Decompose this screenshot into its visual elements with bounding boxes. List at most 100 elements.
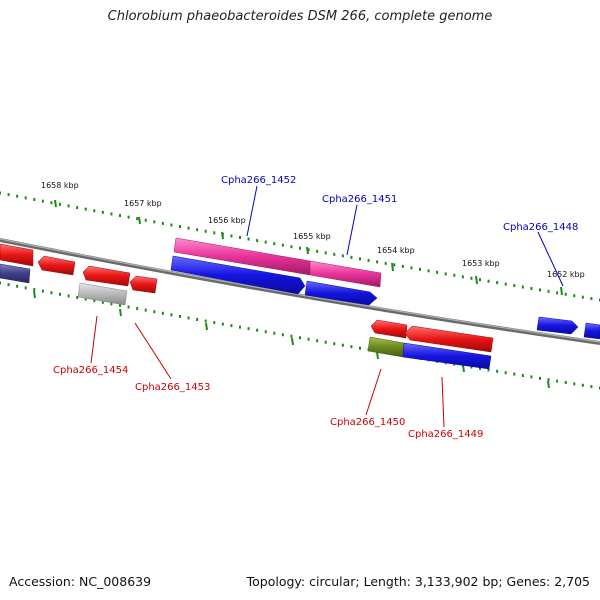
minor-tick: [547, 289, 550, 293]
minor-tick: [101, 210, 104, 214]
minor-tick: [187, 316, 190, 320]
minor-tick: [24, 286, 27, 290]
minor-tick: [127, 215, 130, 219]
tick-label: 1658 kbp: [41, 181, 79, 190]
minor-tick: [350, 345, 353, 349]
gene-blue-arrow[interactable]: [170, 255, 306, 295]
genome-backbone-highlight: [0, 238, 600, 343]
minor-tick: [76, 206, 79, 210]
minor-tick: [341, 254, 344, 258]
minor-tick: [196, 317, 199, 321]
gene-label-cpha266-1453[interactable]: Cpha266_1453: [135, 382, 210, 393]
minor-tick: [230, 324, 233, 328]
minor-tick: [573, 382, 576, 386]
minor-tick: [213, 321, 216, 325]
minor-tick: [110, 212, 113, 216]
minor-tick: [119, 214, 121, 218]
gene-cpha266-1448-arrow[interactable]: [536, 316, 579, 335]
gene-red-arrow[interactable]: [82, 265, 131, 287]
gene-cpha266-1451-bar[interactable]: [309, 260, 382, 288]
tick-label: 1652 kbp: [547, 270, 585, 279]
outer-tick-ring: [0, 191, 600, 302]
minor-tick: [33, 197, 36, 201]
minor-tick: [136, 307, 139, 311]
minor-tick: [281, 333, 284, 337]
map-title: Chlorobium phaeobacteroides DSM 266, com…: [107, 9, 493, 24]
minor-tick: [161, 221, 164, 225]
minor-tick: [153, 310, 156, 314]
tick-label: 1656 kbp: [208, 216, 246, 225]
minor-tick: [273, 242, 276, 246]
minor-tick: [153, 220, 156, 224]
minor-tick: [247, 237, 250, 241]
minor-tick: [93, 209, 96, 213]
minor-tick: [410, 266, 413, 270]
minor-tick: [333, 252, 336, 256]
gene-blue-arrow[interactable]: [583, 322, 600, 340]
minor-tick: [496, 369, 499, 373]
minor-tick: [59, 202, 61, 206]
accession-text: Accession: NC_008639: [9, 574, 152, 589]
minor-tick: [581, 383, 584, 387]
minor-tick: [307, 248, 310, 252]
gene-blue-reverse-bar[interactable]: [402, 342, 492, 370]
minor-tick: [170, 223, 173, 227]
minor-tick: [76, 296, 79, 300]
minor-tick: [239, 325, 241, 329]
minor-tick: [427, 269, 430, 273]
minor-tick: [41, 199, 44, 203]
minor-tick: [556, 379, 559, 383]
minor-tick: [264, 240, 267, 244]
minor-tick: [161, 311, 164, 315]
gene-blue-arrow[interactable]: [304, 280, 378, 306]
minor-tick: [170, 313, 173, 317]
minor-tick: [324, 340, 327, 344]
minor-tick: [479, 366, 481, 370]
minor-tick: [453, 273, 456, 277]
gene-red-arrow[interactable]: [37, 255, 76, 276]
minor-tick: [530, 286, 533, 290]
gene-cpha266-1450-bar[interactable]: [367, 336, 405, 358]
gene-label-cpha266-1450[interactable]: Cpha266_1450: [330, 417, 405, 428]
minor-tick: [564, 380, 567, 384]
minor-tick: [316, 249, 319, 253]
tick-label: 1655 kbp: [293, 232, 331, 241]
minor-tick: [264, 330, 267, 334]
minor-tick: [359, 346, 361, 350]
minor-tick: [590, 385, 593, 389]
minor-tick: [7, 193, 10, 197]
minor-tick: [436, 270, 439, 274]
minor-tick: [573, 294, 576, 298]
minor-tick: [144, 308, 147, 312]
minor-tick: [581, 295, 584, 299]
minor-tick: [376, 260, 379, 264]
minor-tick: [179, 225, 181, 229]
gene-label-cpha266-1451[interactable]: Cpha266_1451: [322, 194, 397, 205]
minor-tick: [487, 279, 490, 283]
minor-tick: [496, 281, 499, 285]
gene-label-cpha266-1449[interactable]: Cpha266_1449: [408, 429, 483, 440]
minor-tick: [350, 255, 353, 259]
minor-tick: [256, 239, 259, 243]
gene-red-arrow[interactable]: [129, 275, 158, 294]
minor-tick: [273, 331, 276, 335]
minor-tick: [384, 261, 387, 265]
minor-tick: [324, 251, 327, 255]
gene-red-block[interactable]: [0, 243, 34, 267]
gene-red-arrow[interactable]: [370, 319, 408, 339]
gene-cpha266-1453-bar[interactable]: [77, 282, 128, 306]
leader-lines: [90, 185, 564, 428]
minor-tick: [7, 283, 10, 287]
minor-tick: [401, 264, 404, 268]
minor-tick: [521, 285, 524, 289]
gene-label-cpha266-1452[interactable]: Cpha266_1452: [221, 175, 296, 186]
minor-tick: [539, 376, 541, 380]
minor-tick: [187, 226, 190, 230]
gene-label-cpha266-1454[interactable]: Cpha266_1454: [53, 365, 128, 376]
genome-summary-text: Topology: circular; Length: 3,133,902 bp…: [246, 574, 590, 589]
gene-cpha266-1449-arrow[interactable]: [404, 325, 494, 353]
gene-label-cpha266-1448[interactable]: Cpha266_1448: [503, 222, 578, 233]
minor-tick: [590, 297, 593, 301]
minor-tick: [564, 292, 567, 296]
gene-navy-block[interactable]: [0, 263, 31, 284]
